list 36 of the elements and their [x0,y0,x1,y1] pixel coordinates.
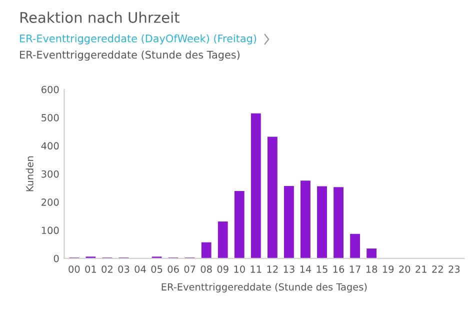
x-tick-label: 05 [151,265,162,273]
x-tick-label: 11 [250,266,262,273]
x-tick-label: 14 [300,266,312,273]
y-tick-label: 100 [42,226,59,234]
x-tick-label: 08 [200,265,212,273]
x-tick-label: 10 [234,265,245,273]
x-tick-label: 23 [448,265,460,273]
x-tick-label: 09 [217,265,228,273]
x-tick-label: 04 [134,265,146,273]
y-tick-label: 300 [42,170,59,178]
x-tick-label: 01 [85,265,96,273]
text: ER-Eventtriggereddate (Stunde des Tages) [20,50,240,61]
x-tick-label: 03 [118,265,130,273]
chart-title: Reaktion nach Uhrzeit [20,12,180,23]
y-tick-label: 600 [42,86,59,94]
x-tick-label: 06 [168,265,179,273]
x-tick-label: 18 [366,265,378,273]
y-tick-label: 400 [41,142,59,150]
x-tick-label: 00 [68,265,80,273]
x-tick-label: 19 [382,265,394,273]
x-tick-label: 16 [333,265,344,273]
y-tick-label: 500 [42,114,59,122]
x-tick-label: 20 [399,265,410,273]
y-axis-title: Kunden [26,156,34,192]
x-axis-title: ER-Eventtriggereddate (Stunde des Tages) [162,283,367,292]
x-tick-label: 15 [316,266,328,273]
x-tick-label: 12 [267,265,278,273]
y-tick-label: 200 [42,198,59,206]
chart-subtitle: ER-Eventtriggereddate (DayOfWeek) (Freitag) [20,34,256,44]
x-tick-label: 13 [284,265,294,273]
x-tick-label: 17 [350,266,360,273]
x-tick-label: 02 [102,265,112,273]
x-tick-label: 22 [432,265,443,273]
x-tick-label: 21 [416,265,426,273]
y-tick-label: 0 [54,254,59,262]
x-tick-label: 07 [184,265,196,273]
